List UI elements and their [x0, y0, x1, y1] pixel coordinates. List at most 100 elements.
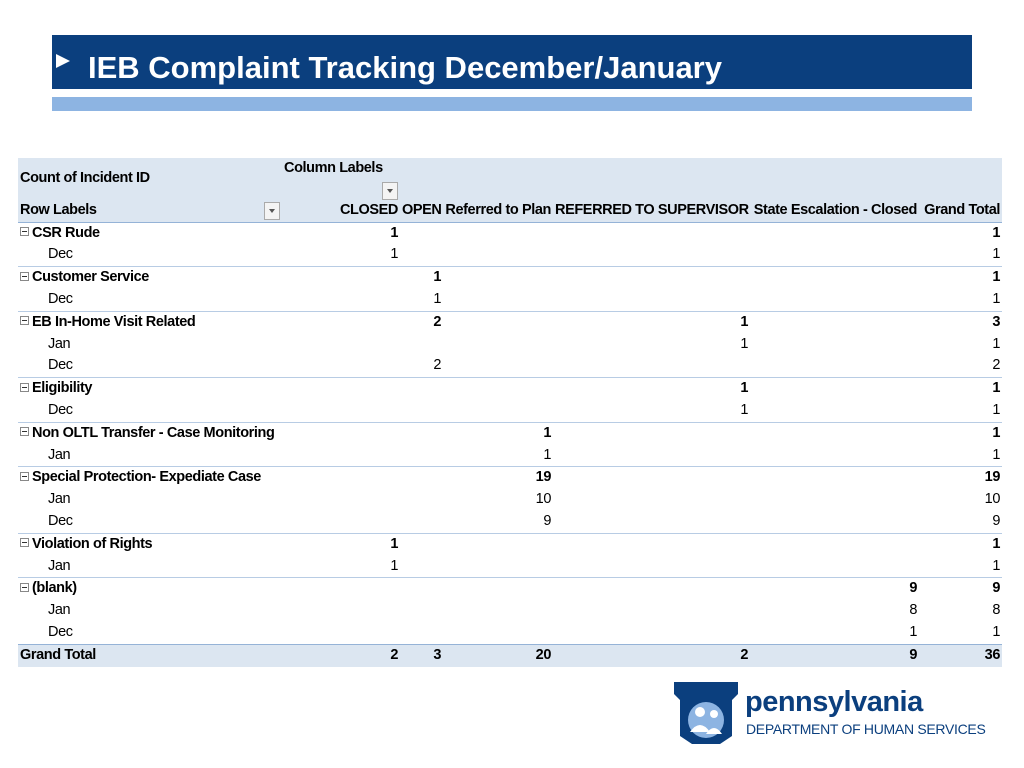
- cell: [443, 577, 553, 601]
- row-label-text: EB In-Home Visit Related: [32, 313, 196, 330]
- cell: 19: [919, 466, 1002, 490]
- dropdown-button[interactable]: [382, 181, 398, 200]
- collapse-button[interactable]: [20, 472, 29, 482]
- detail-row: Jan 10 10: [18, 489, 1002, 511]
- collapse-button[interactable]: [20, 382, 29, 392]
- title-strip: [52, 97, 972, 111]
- row-label: Dec: [18, 355, 282, 377]
- collapse-button[interactable]: [20, 316, 29, 326]
- table-body: Count of Incident ID Column Labels Row L…: [18, 158, 1002, 667]
- row-label: Dec: [18, 511, 282, 533]
- cell: [282, 489, 400, 511]
- row-label: Customer Service: [18, 266, 282, 289]
- cell: [553, 266, 750, 289]
- row-label: Dec: [18, 622, 282, 644]
- total-row: Grand Total 2 3 20 2 9 36: [18, 643, 1002, 667]
- collapse-button[interactable]: [20, 427, 29, 437]
- cell: 1: [443, 445, 553, 467]
- cell: [282, 289, 400, 311]
- total-cell: 20: [443, 643, 553, 667]
- column-header: State Escalation - Closed: [750, 199, 919, 223]
- collapse-button[interactable]: [20, 538, 29, 548]
- total-cell: 2: [282, 643, 400, 667]
- column-header: REFERRED TO SUPERVISOR: [553, 199, 750, 223]
- cell: 1: [919, 334, 1002, 356]
- detail-row: Dec 1 1: [18, 400, 1002, 422]
- row-label-text: Non OLTL Transfer - Case Monitoring: [32, 424, 275, 441]
- cell: 8: [919, 600, 1002, 622]
- cell: 3: [919, 310, 1002, 334]
- cell: [553, 221, 750, 245]
- cell: [400, 556, 443, 578]
- cell: [553, 466, 750, 490]
- total-cell: 36: [919, 643, 1002, 667]
- row-label-text: Customer Service: [32, 269, 149, 286]
- title-arrow: [56, 54, 70, 68]
- detail-row: Jan 8 8: [18, 600, 1002, 622]
- row-label-text: Dec: [48, 290, 73, 307]
- cell: [750, 334, 919, 356]
- cell: [750, 377, 919, 400]
- column-labels[interactable]: Column Labels: [282, 158, 400, 200]
- cell-value: 9: [909, 580, 917, 597]
- row-label-text: Jan: [48, 602, 71, 619]
- collapse-button[interactable]: [20, 271, 29, 281]
- row-labels[interactable]: Row Labels: [18, 199, 282, 223]
- cell: [553, 532, 750, 556]
- cell: [750, 289, 919, 311]
- cell-value: 1: [390, 246, 398, 263]
- pivot-table: Count of Incident ID Column Labels Row L…: [18, 158, 1002, 667]
- cell-value: 8: [909, 602, 917, 619]
- cell: [553, 600, 750, 622]
- cell: [400, 466, 443, 490]
- collapse-button[interactable]: [20, 227, 29, 237]
- row-label-text: Violation of Rights: [32, 535, 153, 552]
- row-label: Special Protection- Expediate Case: [18, 466, 282, 490]
- row-label: Violation of Rights: [18, 532, 282, 556]
- slide-title: IEB Complaint Tracking December/January: [88, 50, 722, 85]
- cell: 9: [919, 511, 1002, 533]
- row-label: Jan: [18, 489, 282, 511]
- cell: 10: [919, 489, 1002, 511]
- group-row: Customer Service 1 1: [18, 266, 1002, 289]
- cell-value: 1: [992, 535, 1000, 552]
- row-labels-text: Row Labels: [20, 201, 97, 218]
- cell: 1: [553, 377, 750, 400]
- cell: [400, 532, 443, 556]
- cell: [553, 622, 750, 644]
- cell-value: 8: [992, 602, 1000, 619]
- cell: 1: [553, 400, 750, 422]
- cell: 1: [919, 445, 1002, 467]
- cell: 9: [443, 511, 553, 533]
- cell-value: 1: [992, 290, 1000, 307]
- column-header: Referred to Plan: [443, 199, 553, 223]
- row-label-text: Dec: [48, 357, 73, 374]
- filter-button[interactable]: [264, 201, 280, 220]
- cell-value: 1: [390, 557, 398, 574]
- cell-value: 1: [543, 424, 551, 441]
- detail-row: Dec 2 2: [18, 355, 1002, 377]
- detail-row: Jan 1 1: [18, 556, 1002, 578]
- group-row: Eligibility 1 1: [18, 377, 1002, 400]
- cell: [553, 421, 750, 445]
- cell: [553, 511, 750, 533]
- cell-value: 1: [992, 623, 1000, 640]
- total-label: Grand Total: [18, 643, 282, 667]
- detail-row: Jan 1 1: [18, 334, 1002, 356]
- cell: 8: [750, 600, 919, 622]
- cell-value: 1: [740, 380, 748, 397]
- collapse-button[interactable]: [20, 583, 29, 593]
- cell: [443, 377, 553, 400]
- group-row: Violation of Rights 1 1: [18, 532, 1002, 556]
- cell-value: 1: [992, 224, 1000, 241]
- cell: [282, 445, 400, 467]
- row-label: Dec: [18, 289, 282, 311]
- detail-row: Dec 1 1: [18, 622, 1002, 644]
- cell: [553, 556, 750, 578]
- cell: 1: [750, 622, 919, 644]
- cell: [443, 334, 553, 356]
- logo-department: DEPARTMENT OF HUMAN SERVICES: [746, 721, 986, 737]
- row-label-text: Jan: [48, 491, 71, 508]
- cell: [443, 400, 553, 422]
